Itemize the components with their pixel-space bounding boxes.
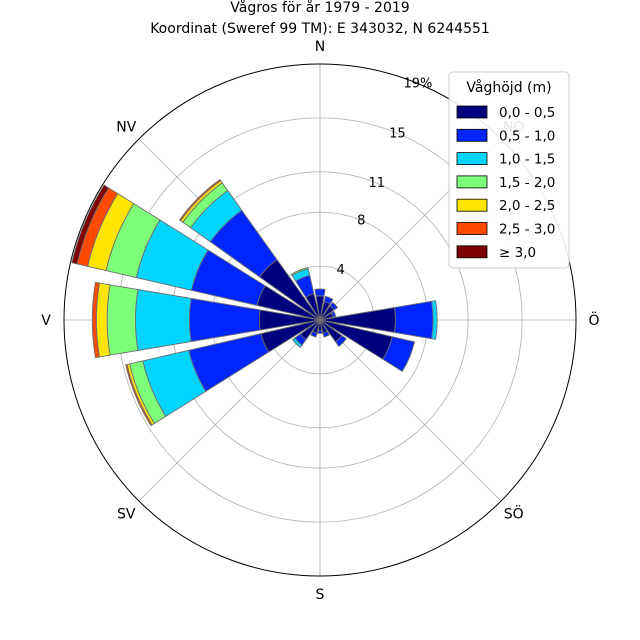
legend-swatch [456, 152, 488, 166]
rose-bar-segment [71, 184, 110, 265]
polar-outer-ring [63, 63, 577, 577]
rose-bar-segment [323, 295, 334, 305]
rose-bar-segment [314, 288, 326, 297]
rose-bar-segment [329, 301, 339, 311]
grid-spoke [138, 319, 321, 502]
legend-entry-label: ≥ 3,0 [499, 245, 536, 261]
rose-bars [71, 178, 438, 427]
rose-bar-segment [382, 336, 416, 373]
legend-box [448, 71, 570, 269]
rose-bar-segment [106, 284, 139, 356]
radial-tick-label: 19% [404, 76, 433, 91]
legend-entry-label: 0,0 - 0,5 [499, 105, 555, 121]
legend-swatch [456, 245, 488, 259]
legend-swatch [456, 175, 488, 189]
rose-bar-segment [291, 337, 303, 349]
legend-entry-label: 2,0 - 2,5 [499, 198, 555, 214]
rose-bar-segment [125, 364, 153, 427]
direction-label: NV [116, 119, 136, 135]
rose-bar-segment [335, 335, 347, 347]
radial-tick-label: 11 [368, 176, 385, 191]
legend-entry-label: 1,0 - 1,5 [499, 152, 555, 168]
rose-bar-segment [431, 300, 438, 340]
radial-tick-label: 4 [336, 263, 344, 278]
legend: Våghöjd (m) 0,0 - 0,5 0,5 - 1,0 1,0 - 1,5 1,… [448, 71, 570, 269]
legend-entry-label: 2,5 - 3,0 [499, 222, 555, 238]
direction-label: S [316, 587, 325, 603]
legend-entry-label: 1,5 - 2,0 [499, 175, 555, 191]
chart-title-line1: Vågros för år 1979 - 2019 [230, 0, 409, 16]
rose-bar-segment [178, 178, 222, 222]
direction-label: N [315, 39, 325, 55]
grid-spoke [319, 319, 502, 502]
rose-bar-segment [290, 266, 309, 277]
rose-bar-segment [317, 330, 323, 334]
legend-swatch [456, 128, 488, 142]
rose-bar-segment [134, 289, 192, 351]
rose-bar-segment [188, 297, 261, 343]
chart-title-line2: Koordinat (Sweref 99 TM): E 343032, N 62… [150, 21, 490, 37]
legend-swatch [456, 198, 488, 212]
direction-label: SÖ [504, 505, 524, 523]
rose-bar-segment [330, 310, 337, 318]
direction-label: SV [117, 507, 136, 523]
rose-bar-segment [91, 281, 100, 359]
rose-bar-segment [310, 330, 318, 338]
radial-tick-label: 8 [357, 213, 365, 228]
direction-label: Ö [588, 311, 599, 329]
radial-tick-label: 15 [389, 126, 406, 141]
legend-swatch [456, 105, 488, 119]
rose-bar-segment [322, 330, 330, 338]
direction-label: V [41, 313, 51, 329]
legend-entry-label: 0,5 - 1,0 [499, 128, 555, 144]
rose-bar-segment [393, 300, 434, 340]
legend-title: Våghöjd (m) [466, 79, 551, 96]
legend-swatch [456, 222, 488, 235]
